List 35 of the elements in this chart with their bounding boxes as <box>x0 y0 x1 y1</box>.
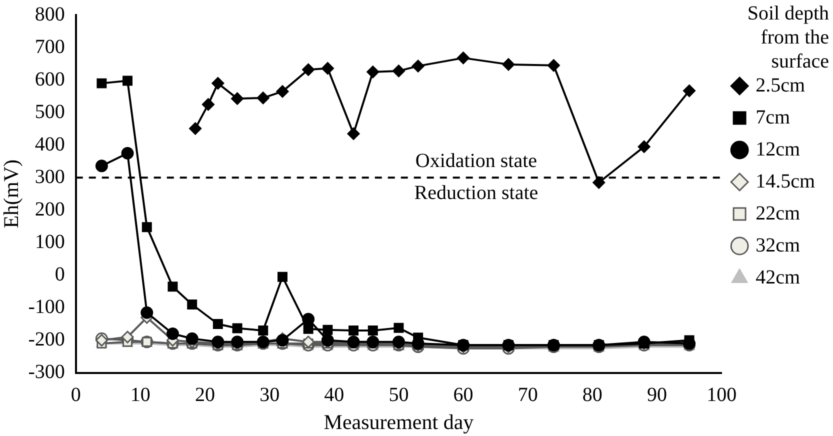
x-tick-label: 30 <box>260 384 280 406</box>
y-tick-label: 100 <box>34 230 65 253</box>
y-tick-label: 800 <box>34 3 65 26</box>
x-tick-label: 0 <box>70 384 81 406</box>
y-tick-label: -100 <box>28 296 65 318</box>
x-tick-label: 100 <box>706 384 737 406</box>
x-axis-title: Measurement day <box>324 410 474 434</box>
legend-title: Soil depth from the surface <box>747 2 830 72</box>
x-tick-label: 80 <box>582 384 602 406</box>
y-axis-title: Eh(mV) <box>0 159 24 228</box>
x-tick-label: 20 <box>195 384 215 406</box>
x-tick-label: 10 <box>130 384 150 406</box>
y-tick-label: -300 <box>28 361 65 384</box>
y-tick-label: 400 <box>34 133 65 156</box>
annotation: Oxidation state <box>415 150 538 172</box>
x-tick-label: 90 <box>646 384 667 406</box>
x-tick-label: 40 <box>324 384 344 406</box>
y-tick-label: 200 <box>34 198 65 220</box>
legend-label: 42cm <box>756 266 800 288</box>
y-tick-label: 300 <box>34 166 65 188</box>
x-tick-label: 70 <box>518 384 538 406</box>
y-tick-label: -200 <box>28 328 65 351</box>
legend-label: 22cm <box>756 202 800 224</box>
legend-label: 2.5cm <box>756 74 806 96</box>
legend-label: 12cm <box>756 138 800 160</box>
y-tick-label: 700 <box>34 36 65 58</box>
y-tick-label: 0 <box>54 263 65 286</box>
legend-label: 32cm <box>756 234 800 256</box>
x-tick-label: 50 <box>388 384 409 406</box>
annotation: Reduction state <box>414 182 538 204</box>
y-tick-label: 600 <box>34 68 65 90</box>
legend-label: 7cm <box>756 106 790 128</box>
y-tick-label: 500 <box>34 100 65 123</box>
x-tick-label: 60 <box>453 384 474 406</box>
legend-label: 14.5cm <box>756 170 816 192</box>
